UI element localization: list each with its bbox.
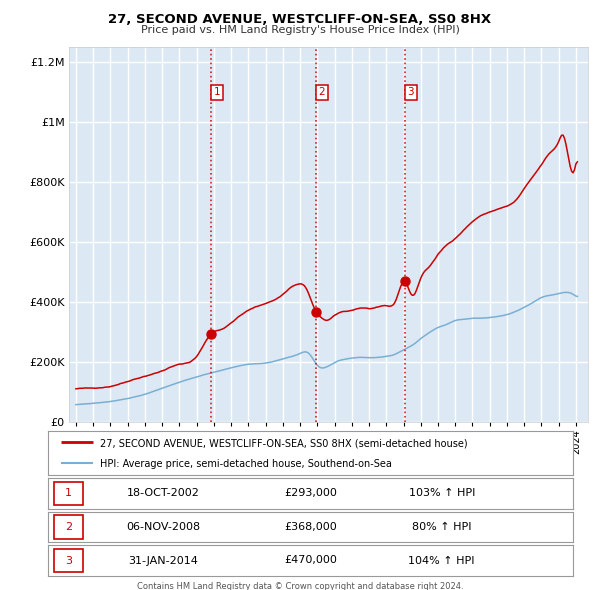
Text: 2: 2 (65, 522, 73, 532)
Text: 31-JAN-2014: 31-JAN-2014 (128, 556, 199, 565)
Text: 3: 3 (65, 556, 72, 565)
Text: 27, SECOND AVENUE, WESTCLIFF-ON-SEA, SS0 8HX: 27, SECOND AVENUE, WESTCLIFF-ON-SEA, SS0… (109, 13, 491, 26)
Bar (54, 549, 83, 572)
Text: HPI: Average price, semi-detached house, Southend-on-Sea: HPI: Average price, semi-detached house,… (101, 460, 392, 469)
Text: 1: 1 (214, 87, 220, 97)
Text: 104% ↑ HPI: 104% ↑ HPI (409, 556, 475, 565)
Text: Contains HM Land Registry data © Crown copyright and database right 2024.: Contains HM Land Registry data © Crown c… (137, 582, 463, 590)
Text: £293,000: £293,000 (284, 489, 337, 498)
Bar (54, 481, 83, 505)
Text: 80% ↑ HPI: 80% ↑ HPI (412, 522, 472, 532)
Text: £470,000: £470,000 (284, 556, 337, 565)
Bar (54, 515, 83, 539)
Text: 2: 2 (319, 87, 325, 97)
Text: 103% ↑ HPI: 103% ↑ HPI (409, 489, 475, 498)
Text: Price paid vs. HM Land Registry's House Price Index (HPI): Price paid vs. HM Land Registry's House … (140, 25, 460, 35)
Text: 3: 3 (407, 87, 414, 97)
Text: 27, SECOND AVENUE, WESTCLIFF-ON-SEA, SS0 8HX (semi-detached house): 27, SECOND AVENUE, WESTCLIFF-ON-SEA, SS0… (101, 438, 468, 448)
Text: £368,000: £368,000 (284, 522, 337, 532)
Text: 1: 1 (65, 489, 72, 498)
Text: 06-NOV-2008: 06-NOV-2008 (127, 522, 200, 532)
Text: 18-OCT-2002: 18-OCT-2002 (127, 489, 200, 498)
